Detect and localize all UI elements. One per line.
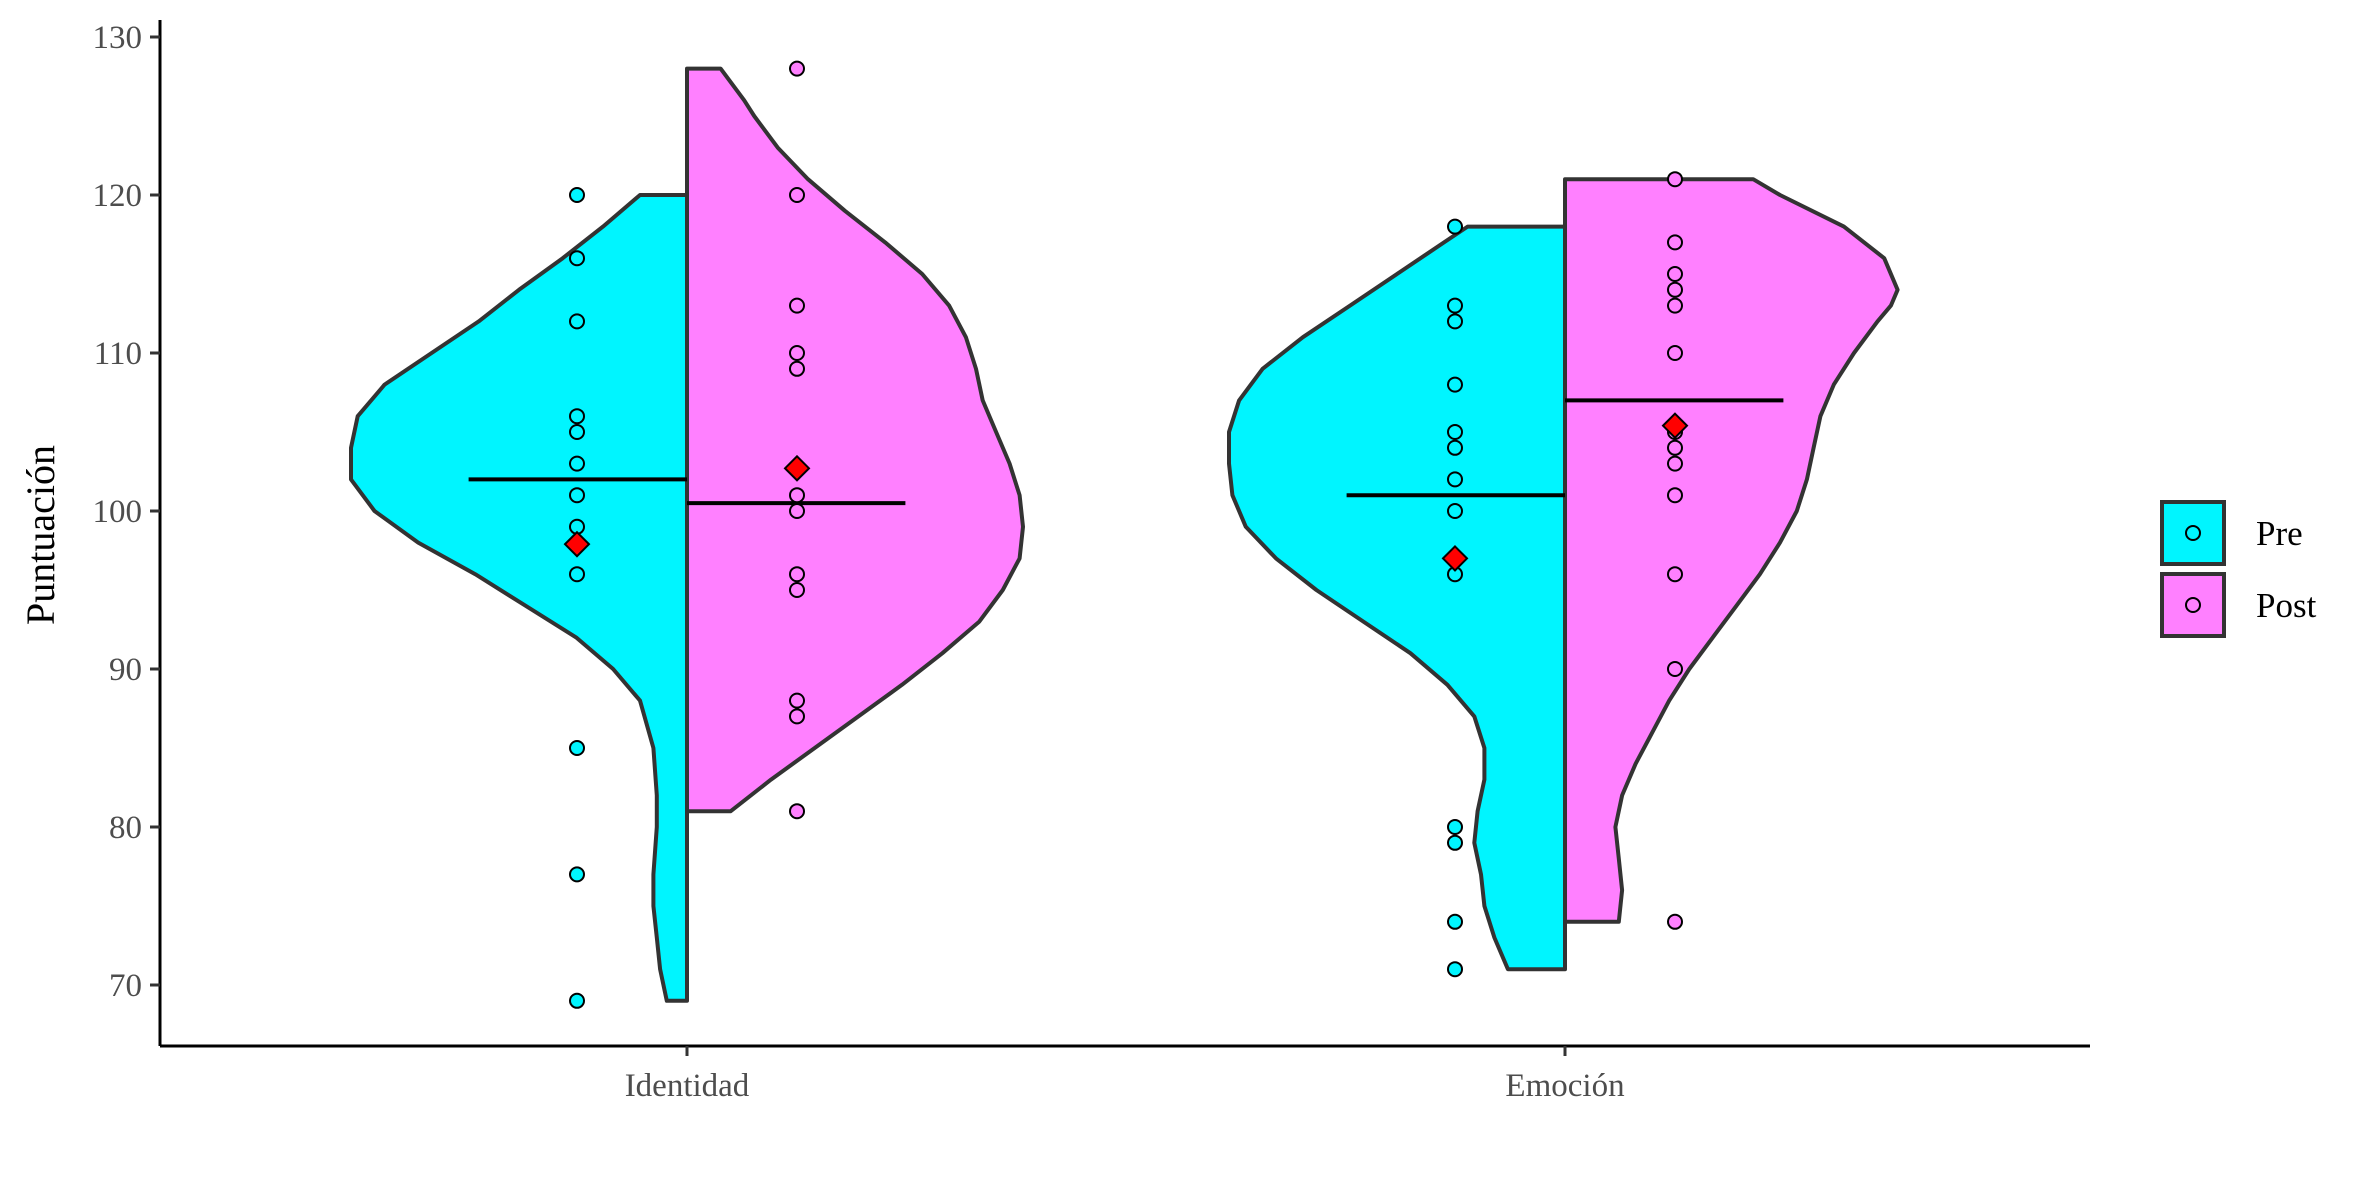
mean-marker-pre-emocion bbox=[1441, 544, 1469, 572]
mean-marker-post-emocion bbox=[1661, 412, 1689, 440]
violin-post-emocion bbox=[1563, 177, 1900, 924]
y-tick-label: 80 bbox=[109, 810, 142, 846]
data-point bbox=[1667, 455, 1683, 472]
mean-marker-post-identidad bbox=[783, 454, 811, 482]
data-point bbox=[569, 992, 585, 1009]
data-point bbox=[1447, 961, 1463, 978]
data-point bbox=[1667, 297, 1683, 314]
data-point bbox=[1447, 424, 1463, 440]
data-point bbox=[1447, 439, 1463, 456]
data-point bbox=[789, 345, 805, 361]
data-point bbox=[569, 740, 585, 756]
means-layer bbox=[563, 412, 1689, 572]
y-tick-label: 90 bbox=[109, 652, 142, 688]
y-tick-label: 70 bbox=[109, 968, 142, 1004]
data-point bbox=[569, 866, 585, 883]
data-point bbox=[789, 297, 805, 314]
data-point bbox=[1667, 345, 1683, 361]
data-point bbox=[789, 692, 805, 709]
legend-point-icon bbox=[2185, 597, 2201, 613]
data-point bbox=[789, 503, 805, 519]
legend-point-icon bbox=[2185, 525, 2201, 541]
legend-label-post: Post bbox=[2256, 586, 2317, 625]
x-tick-label: Identidad bbox=[625, 1068, 750, 1104]
y-axis-title: Puntuación bbox=[18, 445, 63, 625]
data-point bbox=[569, 455, 585, 472]
data-point bbox=[789, 566, 805, 583]
data-point bbox=[789, 60, 805, 77]
data-point bbox=[569, 313, 585, 330]
y-tick-label: 110 bbox=[94, 336, 142, 372]
data-point bbox=[1667, 487, 1683, 504]
data-point bbox=[569, 566, 585, 583]
data-point bbox=[1447, 218, 1463, 235]
legend: Pre Post bbox=[2160, 500, 2317, 638]
data-point bbox=[1667, 281, 1683, 298]
x-tick-label: Emoción bbox=[1505, 1068, 1624, 1104]
data-point bbox=[569, 408, 585, 425]
data-point bbox=[1667, 171, 1683, 188]
data-point bbox=[1667, 234, 1683, 251]
data-point bbox=[1447, 819, 1463, 835]
data-point bbox=[1447, 503, 1463, 519]
legend-label-pre: Pre bbox=[2256, 514, 2303, 553]
data-point bbox=[1447, 834, 1463, 851]
y-tick-label: 130 bbox=[93, 20, 143, 56]
violin-pre-identidad bbox=[349, 193, 689, 1003]
data-point bbox=[1447, 313, 1463, 330]
data-point bbox=[569, 187, 585, 203]
y-tick-label: 120 bbox=[93, 178, 143, 214]
data-point bbox=[1667, 913, 1683, 930]
violin-pre-emocion bbox=[1227, 224, 1567, 972]
axes-layer: 70 80 90 100 110 120 130 Identidad Emoción bbox=[93, 20, 2090, 1104]
data-point bbox=[789, 582, 805, 598]
violin-post-identidad bbox=[685, 66, 1025, 814]
mean-marker-pre-identidad bbox=[563, 530, 591, 558]
data-point bbox=[569, 424, 585, 440]
data-point bbox=[1667, 266, 1683, 282]
violins-layer bbox=[349, 66, 1900, 1003]
data-point bbox=[789, 708, 805, 725]
data-point bbox=[569, 487, 585, 504]
data-point bbox=[789, 803, 805, 820]
y-tick-label: 100 bbox=[93, 494, 143, 530]
data-point bbox=[569, 250, 585, 267]
data-point bbox=[789, 360, 805, 377]
data-point bbox=[1447, 297, 1463, 314]
data-point bbox=[789, 187, 805, 203]
data-point bbox=[1447, 471, 1463, 488]
data-point bbox=[1667, 439, 1683, 456]
data-point bbox=[1667, 661, 1683, 677]
data-point bbox=[789, 487, 805, 504]
data-point bbox=[1447, 376, 1463, 393]
data-point bbox=[1667, 566, 1683, 583]
data-point bbox=[1447, 913, 1463, 930]
